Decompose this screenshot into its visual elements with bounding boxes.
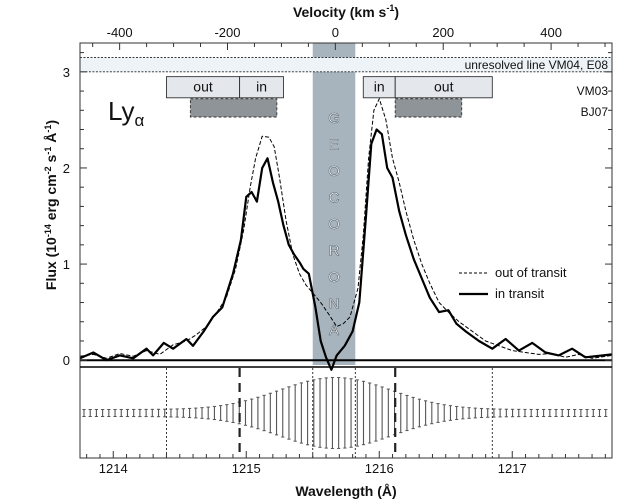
series-in-transit xyxy=(79,128,613,371)
y-tick-label: 1 xyxy=(63,257,70,272)
geocorona-letter: N xyxy=(329,296,340,313)
geocorona-letter: A xyxy=(329,322,339,339)
x-tick-label: 1216 xyxy=(365,461,394,476)
bj07-box xyxy=(189,98,278,118)
series-out-of-transit xyxy=(79,98,613,359)
vm03-box-label: in xyxy=(256,79,267,95)
error-panel-bg xyxy=(312,368,356,458)
vm03-box-label: out xyxy=(434,79,454,95)
x-tick-label: 1214 xyxy=(99,461,128,476)
bj07-box xyxy=(394,98,463,118)
unresolved-band-label: unresolved line VM04, E08 xyxy=(465,58,609,72)
x-tick-label: 1217 xyxy=(498,461,527,476)
wavelength-axis-title: Wavelength (Å) xyxy=(295,483,396,499)
geocorona-letter: G xyxy=(328,110,340,127)
vm03-box-label: in xyxy=(374,79,385,95)
velocity-tick-label: -200 xyxy=(214,25,240,40)
geocorona-letter: E xyxy=(329,137,339,154)
vm03-box xyxy=(239,76,284,99)
velocity-axis-title: Velocity (km s-1) xyxy=(293,3,399,20)
vm03-label: VM03 xyxy=(577,84,609,98)
vm03-box-label: out xyxy=(193,79,213,95)
bj07-label: BJ07 xyxy=(581,105,609,119)
geocorona-band xyxy=(312,43,356,365)
geocorona-letter: O xyxy=(328,216,340,233)
lyman-alpha-label: Lyα xyxy=(108,96,145,130)
y-tick-label: 3 xyxy=(63,65,70,80)
velocity-tick-label: 0 xyxy=(332,25,339,40)
flux-axis-title: Flux (10-14 erg cm-2 s-1 Å-1) xyxy=(43,120,59,290)
x-tick-label: 1215 xyxy=(232,461,261,476)
y-tick-label: 0 xyxy=(63,353,70,368)
vm03-box xyxy=(394,76,493,99)
geocorona-letter: O xyxy=(328,269,340,286)
geocorona-letter: C xyxy=(329,190,340,207)
legend-label: out of transit xyxy=(495,265,567,280)
y-tick-label: 2 xyxy=(63,161,70,176)
velocity-tick-label: -400 xyxy=(107,25,133,40)
velocity-tick-label: 400 xyxy=(540,25,562,40)
plot-frame xyxy=(79,42,613,459)
geocorona-letter: R xyxy=(329,243,340,260)
geocorona-letter: O xyxy=(328,163,340,180)
velocity-tick-label: 200 xyxy=(432,25,454,40)
legend-label: in transit xyxy=(495,286,545,301)
